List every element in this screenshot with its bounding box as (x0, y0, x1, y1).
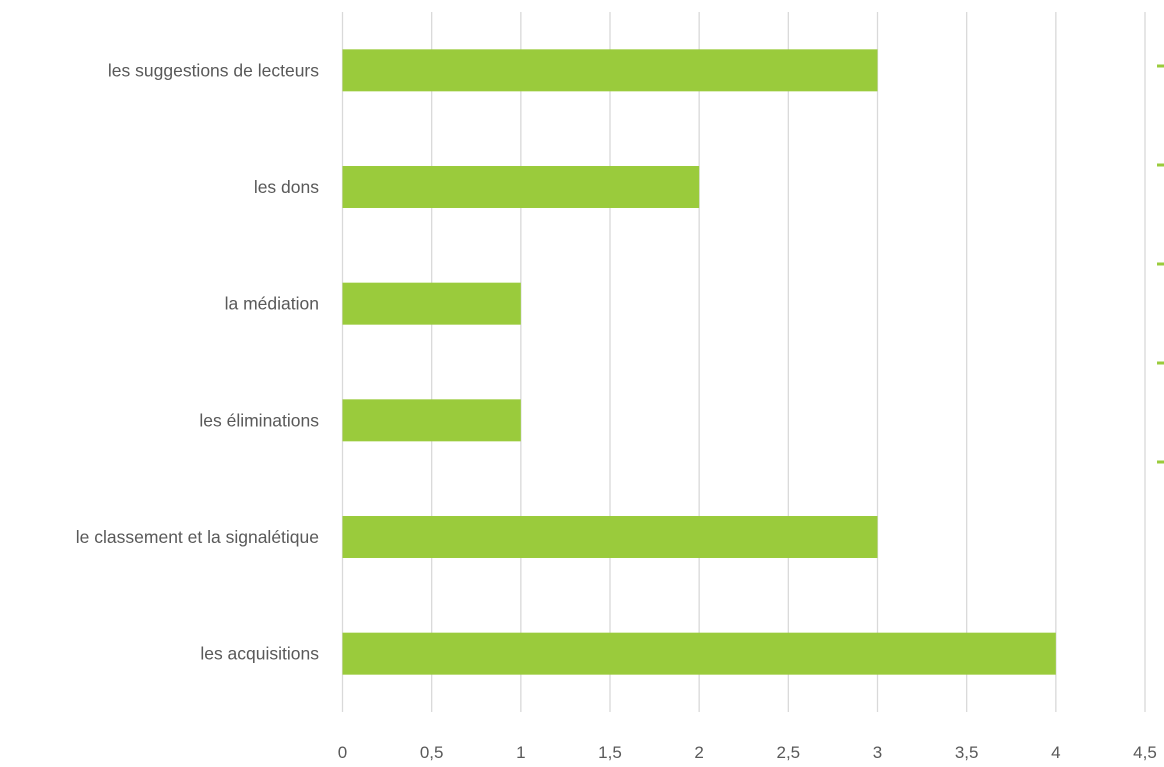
x-tick-label: 2 (694, 743, 703, 762)
x-tick-label: 0,5 (420, 743, 444, 762)
category-label: les suggestions de lecteurs (108, 60, 319, 80)
category-label: les éliminations (199, 410, 319, 430)
bar (342, 49, 878, 92)
gridlines (341, 12, 1146, 712)
category-label: le classement et la signalétique (76, 527, 319, 547)
bar (342, 516, 878, 558)
category-labels: les suggestions de lecteurs les dons la mé… (76, 60, 319, 663)
x-tick-labels: 0 0,5 1 1,5 2 2,5 3 3,5 4 4,5 (338, 743, 1157, 762)
category-label: la médiation (225, 294, 319, 314)
x-tick-label: 4,5 (1133, 743, 1157, 762)
x-tick-label: 1 (516, 743, 525, 762)
x-tick-label: 0 (338, 743, 347, 762)
bar (342, 632, 1056, 675)
x-tick-label: 4 (1051, 743, 1060, 762)
category-label: les acquisitions (200, 644, 319, 664)
bar (342, 399, 521, 442)
bar (342, 282, 521, 325)
x-tick-label: 3 (873, 743, 882, 762)
bars (342, 49, 1056, 675)
x-tick-label: 2,5 (777, 743, 801, 762)
bar (342, 166, 700, 208)
x-tick-label: 1,5 (598, 743, 622, 762)
x-tick-label: 3,5 (955, 743, 979, 762)
legend (1157, 64, 1164, 464)
category-label: les dons (254, 177, 319, 197)
